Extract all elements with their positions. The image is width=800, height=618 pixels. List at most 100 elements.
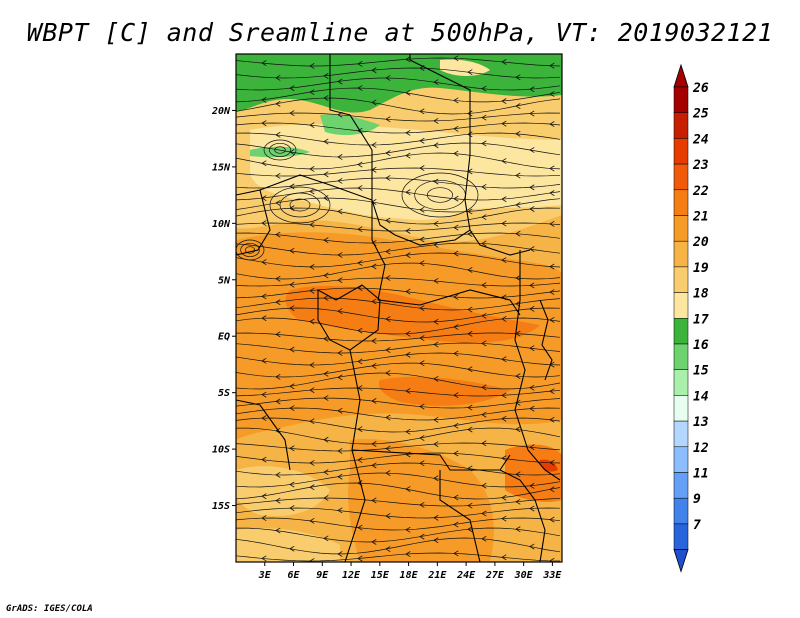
streamline-arrow: [529, 206, 535, 212]
streamline: [236, 482, 561, 500]
streamline-arrow: [515, 399, 521, 406]
streamline-arrow: [323, 395, 329, 401]
colorbar-label: 19: [693, 261, 709, 276]
streamline-arrow: [261, 293, 267, 300]
streamline-arrow: [337, 208, 343, 215]
streamline: [236, 417, 561, 433]
streamline-arrow: [453, 550, 459, 557]
streamline-arrow: [261, 120, 267, 127]
streamline-arrow: [433, 514, 439, 521]
border-line: [439, 470, 481, 562]
streamline-arrow: [261, 357, 267, 364]
latitude-axis: 20N 15N 10N 5N EQ 5S 10S 15S: [211, 106, 236, 512]
streamline-arrow: [261, 160, 267, 167]
streamline-arrow: [357, 327, 363, 334]
streamline-arrow: [385, 414, 391, 421]
streamline-arrow: [261, 493, 267, 500]
streamline: [236, 537, 561, 555]
streamline: [236, 317, 561, 335]
colorbar-swatch: [673, 343, 689, 370]
streamline-arrow: [405, 351, 411, 358]
streamline-arrow: [371, 398, 377, 404]
border-line: [317, 284, 381, 351]
streamline-arrow: [433, 318, 439, 325]
streamline-arrow: [357, 185, 363, 191]
streamline-arrow: [309, 318, 315, 325]
streamline: [236, 77, 561, 91]
streamline-eddy: [289, 198, 311, 212]
streamline-arrow: [289, 346, 295, 353]
border-line: [236, 399, 291, 471]
streamline-arrow: [481, 440, 487, 447]
colorbar-label: 13: [693, 415, 709, 430]
streamline-arrow: [453, 494, 459, 501]
streamline-arrow: [275, 373, 281, 380]
streamline: [236, 397, 561, 409]
colorbar-label: 14: [693, 389, 709, 404]
streamline-arrow: [501, 316, 507, 322]
lon-tick-label: 21E: [427, 570, 447, 581]
colorbar-bottom-arrow: [673, 549, 689, 573]
streamline-arrow: [261, 96, 267, 103]
streamline-arrow: [371, 298, 377, 305]
streamline-arrow: [371, 441, 377, 447]
streamline: [236, 372, 561, 390]
streamline-arrow: [501, 158, 507, 164]
streamline-arrow: [549, 190, 555, 196]
streamline-arrow: [467, 131, 473, 138]
streamline-arrow: [549, 416, 555, 423]
streamline: [236, 142, 561, 158]
streamline-arrow: [529, 505, 535, 512]
streamline-arrow: [337, 374, 343, 381]
lon-tick-label: 15E: [371, 570, 390, 581]
wbpt-shading: [236, 54, 562, 562]
streamline-arrow: [515, 130, 521, 137]
lon-tick-label: 12E: [342, 570, 361, 581]
streamline-arrow: [481, 240, 487, 247]
streamline-arrow: [529, 110, 535, 117]
streamline-arrow: [501, 257, 507, 264]
streamline-eddy: [244, 246, 256, 254]
streamline-arrow: [529, 246, 535, 253]
streamline-arrow: [371, 338, 377, 344]
streamline: [236, 427, 561, 445]
colorbar-swatch: [673, 112, 689, 139]
streamline-arrow: [261, 415, 267, 422]
streamline-arrow: [515, 526, 521, 533]
grads-credit: GrADS: IGES/COLA: [6, 604, 93, 614]
streamline-arrow: [337, 448, 343, 454]
green-patch-2: [250, 146, 310, 158]
streamline-arrow: [323, 95, 329, 101]
streamline-arrow: [275, 131, 281, 138]
streamline-arrow: [289, 183, 295, 190]
streamline-arrow: [515, 172, 521, 179]
streamline: [236, 177, 561, 189]
streamline: [236, 332, 561, 342]
streamline-arrow: [481, 411, 487, 418]
streamline-arrow: [419, 501, 425, 508]
streamline-arrow: [405, 227, 411, 234]
streamline: [236, 452, 561, 464]
streamline: [236, 207, 561, 225]
streamline-arrow: [309, 558, 315, 562]
streamline-arrow: [515, 230, 521, 237]
streamline-arrow: [515, 202, 521, 208]
streamline-arrow: [501, 455, 507, 462]
streamline: [236, 442, 561, 452]
streamline-arrow: [529, 482, 535, 489]
streamline-arrow: [453, 97, 459, 104]
streamline-arrow: [419, 335, 425, 342]
streamline-arrow: [323, 370, 329, 377]
streamline-arrow: [323, 295, 329, 301]
colorbar-swatch: [673, 395, 689, 422]
streamline-arrow: [481, 214, 487, 221]
colorbar-label: 21: [692, 210, 709, 225]
streamline-arrow: [275, 471, 281, 478]
streamline-arrow: [309, 517, 315, 524]
streamline-arrow: [433, 416, 439, 423]
border-line: [499, 469, 546, 562]
streamline-arrow: [275, 398, 281, 405]
streamline-arrow: [405, 129, 411, 136]
lon-tick-label: 27E: [485, 570, 505, 581]
streamline: [236, 132, 561, 146]
